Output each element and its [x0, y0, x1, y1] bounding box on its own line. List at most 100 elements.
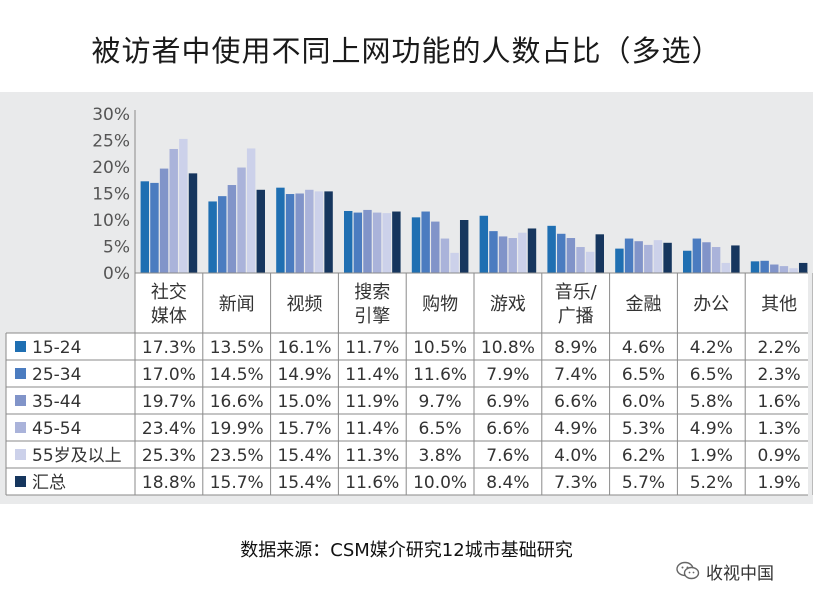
- data-label: 13.5%: [210, 338, 264, 358]
- bar: [140, 181, 150, 273]
- data-label: 5.8%: [690, 392, 733, 412]
- data-label: 1.6%: [757, 392, 800, 412]
- data-label: 10.0%: [413, 473, 467, 493]
- category-label: 视频: [287, 294, 323, 315]
- bar: [557, 233, 566, 273]
- bar: [779, 266, 789, 273]
- chart-panel: 0% 5% 10% 15% 20% 25% 30% 社交 媒体 新闻 视频 搜索 引擎 购物 游戏 音乐/广…: [0, 92, 813, 504]
- bar: [518, 232, 527, 273]
- bar: [246, 148, 256, 273]
- bar: [479, 215, 489, 273]
- data-label: 2.2%: [757, 338, 800, 358]
- bar: [702, 242, 711, 273]
- bar: [392, 211, 401, 273]
- data-label: 16.1%: [277, 338, 331, 358]
- bar: [314, 191, 324, 273]
- bar: [566, 238, 576, 273]
- y-tick-label: 10%: [92, 211, 130, 231]
- legend-label: 汇总: [32, 473, 66, 493]
- category-label: 购物: [422, 294, 458, 315]
- bar: [305, 189, 314, 273]
- legend-swatch: [15, 368, 26, 379]
- legend-swatch: [15, 395, 26, 406]
- data-label: 6.2%: [622, 446, 665, 466]
- bar: [760, 260, 769, 273]
- data-label: 10.5%: [413, 338, 467, 358]
- bar: [218, 196, 227, 273]
- bar: [653, 240, 663, 273]
- bar: [595, 234, 604, 273]
- category-label: 音乐/: [555, 282, 598, 303]
- data-label: 2.3%: [757, 365, 800, 385]
- data-label: 6.5%: [622, 365, 665, 385]
- legend-label: 55岁及以上: [32, 446, 122, 466]
- y-tick-label: 25%: [92, 132, 130, 152]
- data-label: 9.7%: [418, 392, 461, 412]
- data-label: 6.6%: [486, 419, 529, 439]
- data-label: 23.4%: [142, 419, 196, 439]
- data-label: 1.3%: [757, 419, 800, 439]
- data-label: 11.7%: [345, 338, 399, 358]
- bar: [663, 242, 672, 273]
- y-tick-label: 5%: [103, 238, 130, 258]
- bar: [372, 212, 382, 273]
- data-label: 11.4%: [345, 365, 399, 385]
- y-tick-label: 15%: [92, 185, 130, 205]
- bar: [789, 268, 798, 273]
- data-label: 3.8%: [418, 446, 461, 466]
- legend-swatch: [15, 341, 26, 352]
- data-label: 0.9%: [757, 446, 800, 466]
- data-label: 6.9%: [486, 392, 529, 412]
- data-label: 7.3%: [554, 473, 597, 493]
- data-label: 4.0%: [554, 446, 597, 466]
- data-label: 6.5%: [690, 365, 733, 385]
- bar: [770, 264, 779, 273]
- legend-label: 15-24: [32, 338, 81, 358]
- bar: [324, 191, 333, 273]
- data-label: 16.6%: [210, 392, 264, 412]
- data-label: 4.6%: [622, 338, 665, 358]
- bar: [459, 220, 469, 273]
- bar: [411, 217, 421, 273]
- data-label: 11.6%: [345, 473, 399, 493]
- bar: [363, 209, 372, 273]
- bar: [382, 213, 391, 273]
- data-label: 7.9%: [486, 365, 529, 385]
- bar: [692, 238, 702, 273]
- page-title: 被访者中使用不同上网功能的人数占比（多选）: [91, 34, 722, 68]
- data-label: 5.7%: [622, 473, 665, 493]
- bar: [489, 231, 498, 273]
- bar: [440, 238, 450, 273]
- legend-swatch: [15, 422, 26, 433]
- category-label: 媒体: [151, 306, 187, 327]
- data-label: 4.9%: [690, 419, 733, 439]
- y-tick-label: 30%: [92, 105, 130, 125]
- brand-name: 收视中国: [706, 563, 774, 584]
- data-label: 6.6%: [554, 392, 597, 412]
- data-label: 17.3%: [142, 338, 196, 358]
- data-label: 15.7%: [277, 419, 331, 439]
- data-label: 18.8%: [142, 473, 196, 493]
- data-label: 5.3%: [622, 419, 665, 439]
- bar: [634, 241, 643, 273]
- data-label: 7.6%: [486, 446, 529, 466]
- data-label: 6.5%: [418, 419, 461, 439]
- data-label: 25.3%: [142, 446, 196, 466]
- bar: [208, 201, 217, 273]
- bar: [431, 221, 440, 273]
- category-label: 搜索: [354, 282, 390, 303]
- bar: [450, 252, 459, 273]
- wechat-icon: [676, 561, 700, 580]
- bar: [256, 189, 265, 273]
- bar: [615, 248, 624, 273]
- bar: [150, 182, 159, 273]
- data-label: 15.7%: [210, 473, 264, 493]
- data-label: 4.9%: [554, 419, 597, 439]
- bar: [711, 247, 721, 273]
- category-label: 社交: [151, 282, 187, 303]
- bar: [276, 187, 285, 273]
- data-label: 19.9%: [210, 419, 264, 439]
- bar: [547, 225, 556, 273]
- bar: [750, 261, 760, 273]
- bar: [353, 212, 363, 273]
